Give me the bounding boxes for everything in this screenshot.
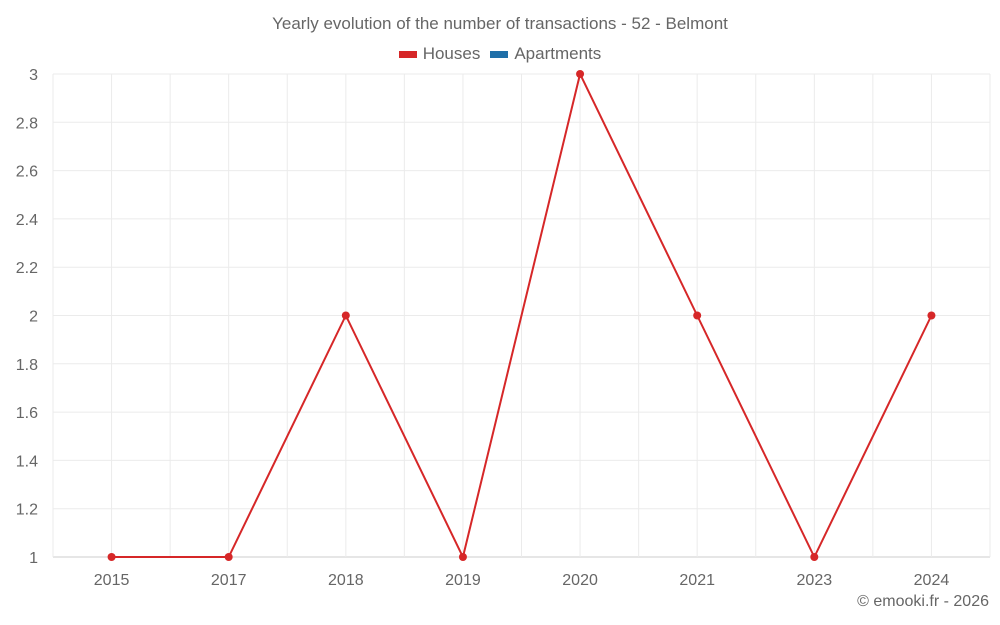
y-tick-label: 1.8 [16, 357, 38, 374]
x-tick-label: 2015 [94, 572, 130, 589]
y-tick-label: 2.8 [16, 115, 38, 132]
y-tick-label: 1.4 [16, 453, 38, 470]
y-tick-label: 1.6 [16, 405, 38, 422]
x-tick-label: 2019 [445, 572, 481, 589]
data-point[interactable] [927, 311, 936, 320]
houses-swatch-icon [398, 50, 417, 58]
apartments-swatch-icon [490, 50, 509, 58]
legend-label-houses: Houses [422, 44, 481, 63]
credit-text: © emooki.fr - 2026 [857, 593, 989, 610]
chart-title: Yearly evolution of the number of transa… [272, 14, 728, 33]
x-tick-label: 2017 [211, 572, 247, 589]
y-tick-label: 2.2 [16, 260, 38, 277]
x-tick-label: 2021 [679, 572, 715, 589]
y-tick-label: 2 [29, 309, 38, 326]
y-tick-label: 1.2 [16, 502, 38, 519]
data-point[interactable] [576, 70, 585, 78]
data-point[interactable] [810, 553, 819, 561]
legend-label-apartments: Apartments [514, 44, 602, 63]
legend-item-houses[interactable]: Houses [398, 44, 481, 64]
data-point[interactable] [224, 553, 233, 561]
y-tick-label: 1 [29, 550, 38, 567]
data-point[interactable] [458, 553, 467, 561]
x-tick-label: 2023 [797, 572, 833, 589]
data-point[interactable] [341, 311, 350, 320]
x-tick-label: 2020 [562, 572, 598, 589]
chart-legend: Houses Apartments [0, 44, 1000, 64]
series-line-houses [111, 71, 933, 560]
y-tick-label: 2.4 [16, 212, 38, 229]
x-tick-label: 2018 [328, 572, 364, 589]
y-tick-label: 3 [29, 67, 38, 84]
y-tick-label: 2.6 [16, 164, 38, 181]
data-point[interactable] [693, 311, 702, 320]
legend-item-apartments[interactable]: Apartments [490, 44, 601, 64]
data-point[interactable] [107, 553, 116, 561]
x-tick-label: 2024 [914, 572, 950, 589]
